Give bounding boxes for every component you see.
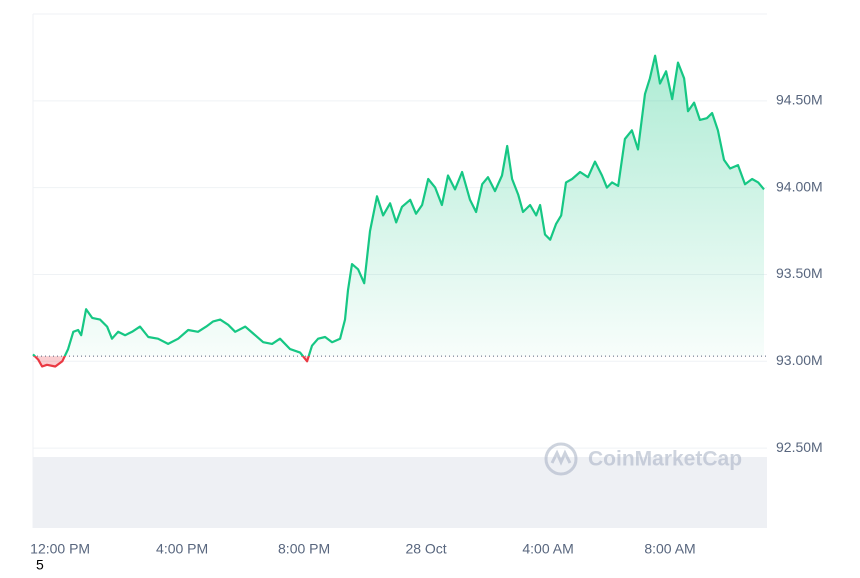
area-above [33,55,764,357]
footnote: 5 [36,557,44,573]
x-tick-label: 4:00 PM [156,541,208,557]
y-tick-label: 92.50M [776,439,823,455]
price-line [32,54,765,357]
x-tick-label: 28 Oct [405,541,446,557]
y-tick-label: 94.50M [776,92,823,108]
watermark: CoinMarketCap [544,442,742,476]
x-tick-label: 8:00 PM [278,541,330,557]
watermark-text: CoinMarketCap [588,448,742,471]
y-tick-label: 94.00M [776,178,823,194]
y-tick-label: 93.00M [776,352,823,368]
x-tick-label: 8:00 AM [644,541,695,557]
volume-area [33,457,767,528]
x-tick-label: 12:00 PM [30,541,90,557]
y-tick-label: 93.50M [776,265,823,281]
x-tick-label: 4:00 AM [522,541,573,557]
